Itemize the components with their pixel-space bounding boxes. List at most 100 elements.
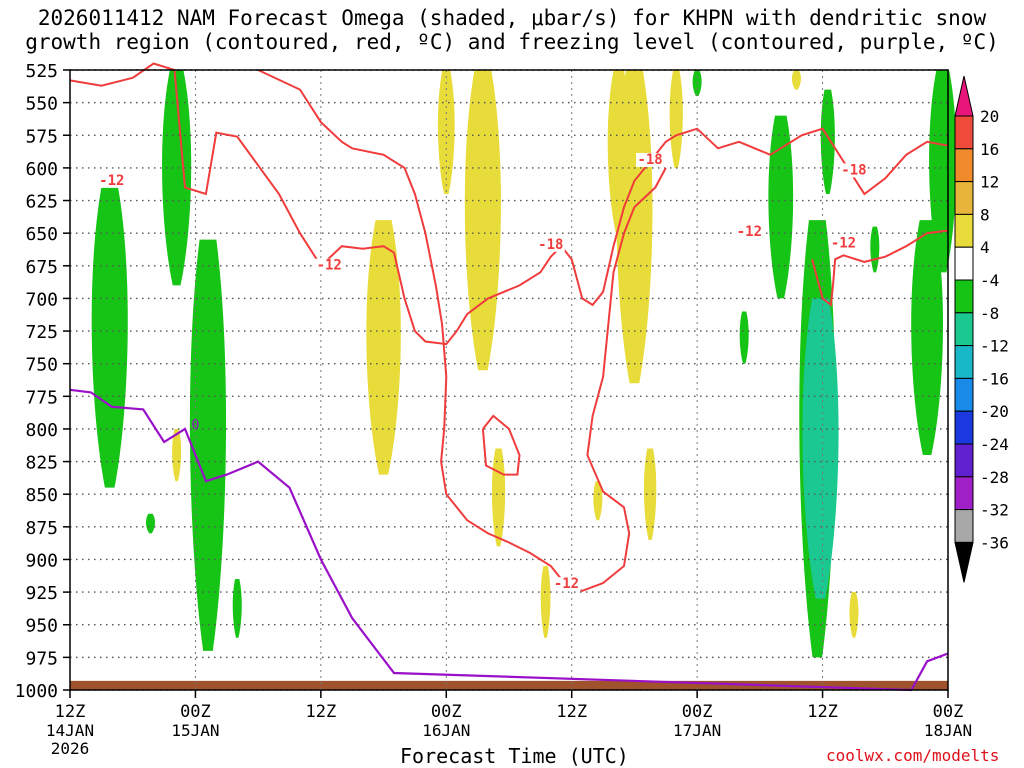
omega-positive-region-11 — [791, 70, 801, 90]
y-tick-label-875: 875 — [25, 518, 58, 539]
isotherm-label-6: -12 — [831, 236, 856, 252]
colorbar-label-10: -24 — [980, 435, 1009, 454]
colorbar-bin-9 — [954, 377, 974, 412]
isotherm-closed-loop — [481, 414, 521, 476]
colorbar-label-13: -36 — [980, 533, 1009, 552]
y-tick-label-850: 850 — [25, 485, 58, 506]
omega-positive-region-8 — [616, 70, 653, 384]
y-tick-label-800: 800 — [25, 420, 58, 441]
x-tick-label-60: 00Z — [682, 702, 713, 722]
credit-text: coolwx.com/modelts — [826, 746, 1000, 765]
x-tick-date-36: 16JAN — [422, 721, 470, 740]
plot-frame — [69, 69, 949, 691]
colorbar-bin-4 — [954, 213, 974, 248]
y-tick-label-575: 575 — [25, 126, 58, 147]
colorbar-label-12: -32 — [980, 501, 1009, 520]
isotherm-label-bg-4 — [552, 577, 581, 592]
x-tick-label-72: 12Z — [807, 702, 838, 722]
colorbar-label-4: 4 — [980, 238, 990, 257]
title-line-2: growth region (contoured, red, ºC) and f… — [25, 30, 999, 54]
x-tick-year-0: 2026 — [51, 739, 90, 758]
colorbar-label-1: 16 — [980, 140, 999, 159]
colorbar-bin-6 — [954, 279, 974, 314]
y-tick-label-775: 775 — [25, 387, 58, 408]
omega-positive-region-10 — [669, 70, 683, 168]
colorbar-bin-13 — [954, 509, 974, 543]
y-tick-label-825: 825 — [25, 453, 58, 474]
x-tick-label-48: 12Z — [556, 702, 587, 722]
isotherm-label-bg-0 — [97, 173, 126, 188]
isotherm-label-bg-5 — [735, 224, 764, 239]
y-tick-label-675: 675 — [25, 257, 58, 278]
freezing-level-label: 0 — [192, 418, 200, 433]
colorbar-bin-5 — [954, 246, 974, 281]
omega-negative-region-7 — [768, 115, 794, 299]
isotherm-label-bg-6 — [829, 236, 858, 251]
colorbar-label-9: -20 — [980, 402, 1009, 421]
colorbar-bin-7 — [954, 312, 974, 347]
y-tick-label-950: 950 — [25, 616, 58, 637]
omega-positive-region-5 — [540, 566, 551, 638]
isotherm-label-7: -18 — [841, 162, 866, 178]
y-tick-label-900: 900 — [25, 550, 58, 571]
y-tick-label-725: 725 — [25, 322, 58, 343]
freezing-level-line — [69, 388, 949, 692]
colorbar-label-3: 8 — [980, 205, 990, 224]
isotherm-label-5: -12 — [737, 224, 762, 240]
omega-negative-region-12 — [929, 70, 957, 273]
isotherm-label-bg-7 — [839, 163, 868, 178]
x-tick-label-24: 12Z — [305, 702, 336, 722]
x-tick-label-36: 00Z — [431, 702, 462, 722]
x-tick-date-12: 15JAN — [171, 721, 219, 740]
isotherm-label-bg-3 — [636, 152, 665, 167]
x-tick-date-60: 17JAN — [673, 721, 721, 740]
omega-negative-region-0 — [91, 187, 128, 488]
omega-positive-region-9 — [643, 448, 657, 540]
y-tick-label-975: 975 — [25, 648, 58, 669]
omega-strong-core-region-0 — [802, 298, 839, 599]
omega-negative-region-6 — [739, 311, 749, 364]
colorbar-bin-2 — [954, 148, 974, 183]
y-tick-label-600: 600 — [25, 159, 58, 180]
omega-negative-region-4 — [232, 579, 242, 638]
omega-positive-region-4 — [491, 448, 506, 547]
isotherm-east-line — [811, 229, 949, 307]
isotherm-label-0: -12 — [99, 173, 124, 189]
colorbar-label-5: -4 — [980, 271, 999, 290]
colorbar-label-8: -16 — [980, 369, 1009, 388]
colorbar-bin-10 — [954, 410, 974, 445]
colorbar-bin-11 — [954, 443, 974, 478]
isotherm-label-bg-2 — [536, 237, 565, 252]
x-tick-date-0: 14JAN — [46, 721, 94, 740]
colorbar-label-0: 20 — [980, 107, 999, 126]
y-tick-label-1000: 1000 — [15, 681, 58, 702]
isotherm-label-2: -18 — [538, 237, 563, 253]
colorbar-bin-8 — [954, 345, 974, 379]
omega-positive-region-12 — [849, 592, 859, 638]
isotherm-lower-line — [257, 69, 667, 592]
omega-positive-region-3 — [464, 70, 501, 371]
omega-negative-region-2 — [162, 70, 192, 286]
y-tick-label-550: 550 — [25, 94, 58, 115]
x-axis-label: Forecast Time (UTC) — [400, 744, 629, 768]
colorbar-label-2: 12 — [980, 173, 999, 192]
isotherm-label-1: -12 — [317, 258, 342, 274]
y-tick-label-750: 750 — [25, 355, 58, 376]
x-tick-label-12: 00Z — [180, 702, 211, 722]
colorbar-label-6: -8 — [980, 304, 999, 323]
x-tick-date-84: 18JAN — [924, 721, 972, 740]
colorbar-label-11: -28 — [980, 468, 1009, 487]
isotherm-label-bg-1 — [315, 258, 344, 273]
omega-negative-region-1 — [145, 513, 156, 534]
colorbar-bin-12 — [954, 476, 974, 511]
omega-positive-region-6 — [593, 481, 603, 521]
isotherm-upper-line — [69, 62, 949, 346]
omega-negative-region-9 — [820, 89, 835, 194]
colorbar-bin-3 — [954, 181, 974, 215]
colorbar-arrow-bottom — [954, 541, 974, 583]
isotherm-label-3: -18 — [637, 152, 662, 168]
chart-title: 2026011412 NAM Forecast Omega (shaded, μ… — [0, 6, 1024, 54]
y-tick-label-650: 650 — [25, 224, 58, 245]
isotherm-label-4: -12 — [554, 576, 579, 592]
